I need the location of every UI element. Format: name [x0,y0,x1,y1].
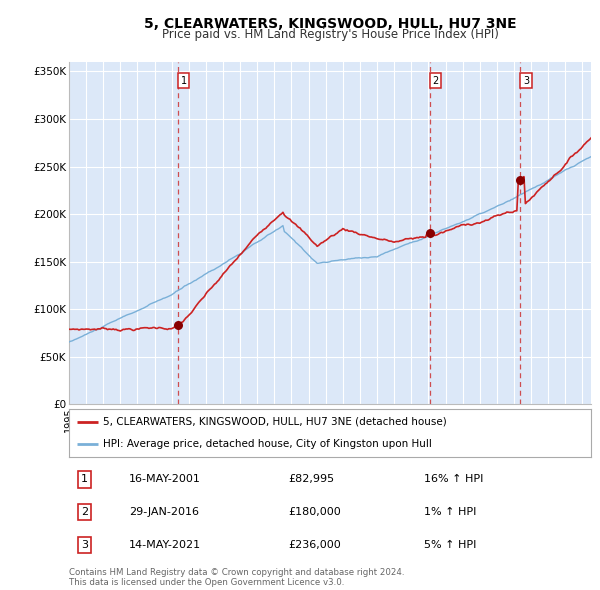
Text: £236,000: £236,000 [288,540,341,550]
Text: £180,000: £180,000 [288,507,341,517]
Text: 5, CLEARWATERS, KINGSWOOD, HULL, HU7 3NE (detached house): 5, CLEARWATERS, KINGSWOOD, HULL, HU7 3NE… [103,417,446,427]
Text: 16% ↑ HPI: 16% ↑ HPI [424,474,484,484]
Text: 3: 3 [523,76,529,86]
Text: Price paid vs. HM Land Registry's House Price Index (HPI): Price paid vs. HM Land Registry's House … [161,28,499,41]
Text: 16-MAY-2001: 16-MAY-2001 [129,474,201,484]
Text: 2: 2 [433,76,439,86]
Text: £82,995: £82,995 [288,474,334,484]
Text: HPI: Average price, detached house, City of Kingston upon Hull: HPI: Average price, detached house, City… [103,439,432,449]
Text: 5% ↑ HPI: 5% ↑ HPI [424,540,476,550]
Text: 1% ↑ HPI: 1% ↑ HPI [424,507,476,517]
Text: 5, CLEARWATERS, KINGSWOOD, HULL, HU7 3NE: 5, CLEARWATERS, KINGSWOOD, HULL, HU7 3NE [143,17,517,31]
Text: Contains HM Land Registry data © Crown copyright and database right 2024.
This d: Contains HM Land Registry data © Crown c… [69,568,404,587]
Text: 2: 2 [81,507,88,517]
Text: 14-MAY-2021: 14-MAY-2021 [129,540,201,550]
Text: 1: 1 [181,76,187,86]
Text: 1: 1 [81,474,88,484]
Text: 3: 3 [81,540,88,550]
Text: 29-JAN-2016: 29-JAN-2016 [129,507,199,517]
